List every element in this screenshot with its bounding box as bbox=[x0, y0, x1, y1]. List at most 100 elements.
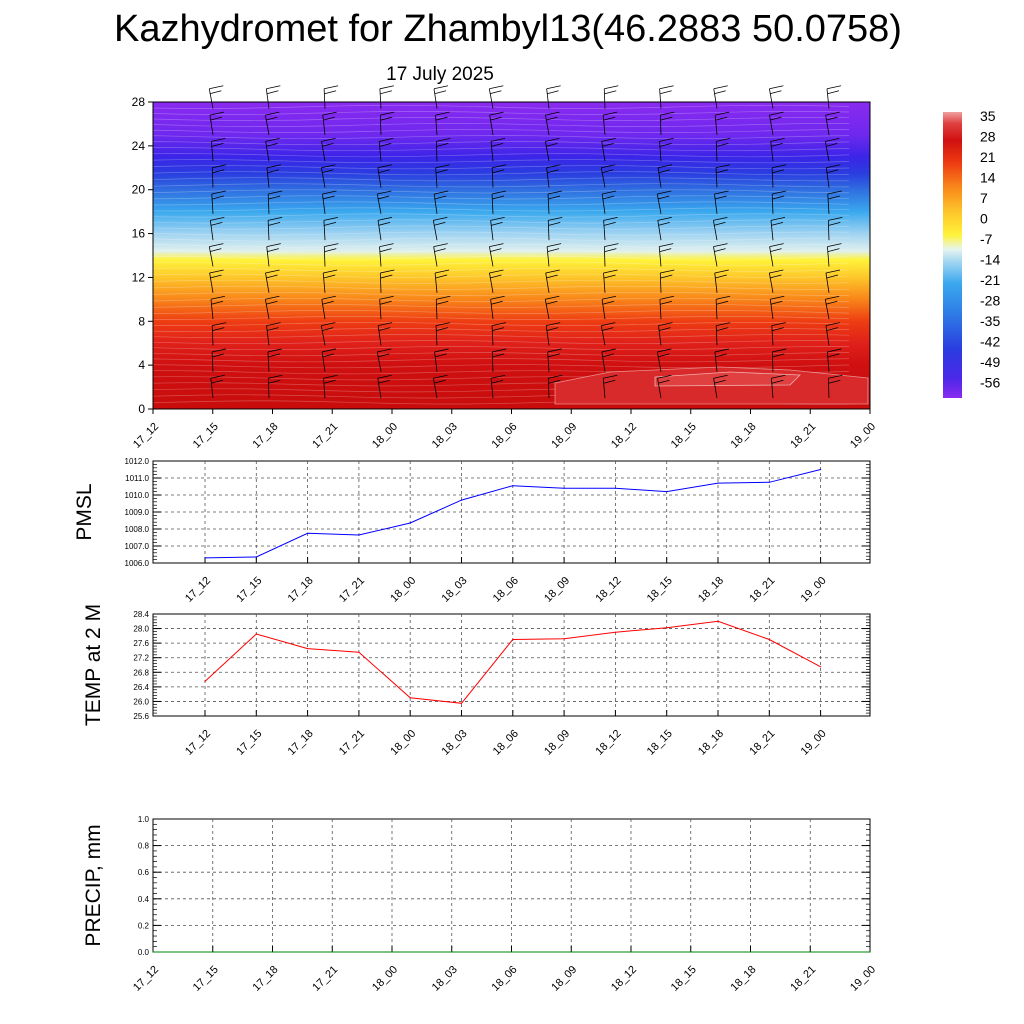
wind-barb bbox=[210, 138, 226, 162]
data-point bbox=[510, 951, 513, 953]
data-point bbox=[512, 638, 514, 641]
wind-barb-staff bbox=[547, 220, 550, 241]
data-point bbox=[717, 620, 719, 622]
wind-barb-feather bbox=[769, 116, 782, 121]
contour-line bbox=[152, 273, 850, 278]
wind-barb-feather bbox=[713, 248, 726, 253]
wind-barb-feather bbox=[321, 164, 336, 169]
wind-barb bbox=[491, 348, 507, 372]
wind-barb bbox=[659, 138, 674, 162]
wind-barb-staff bbox=[713, 246, 718, 267]
data-point bbox=[614, 631, 617, 633]
data-point bbox=[204, 557, 206, 559]
wind-barb-feather bbox=[323, 374, 338, 379]
wind-barb-feather bbox=[321, 169, 334, 174]
wind-barb-staff bbox=[378, 141, 382, 162]
wind-barb-staff bbox=[264, 299, 270, 320]
wind-barb-feather bbox=[435, 164, 450, 169]
wind-barb-staff bbox=[379, 88, 382, 109]
wind-barb bbox=[377, 322, 393, 346]
wind-barb-feather bbox=[265, 269, 280, 274]
wind-barb bbox=[715, 322, 731, 346]
wind-barb-staff bbox=[545, 272, 550, 293]
wind-barb-staff bbox=[601, 351, 606, 372]
y-tick-label: 28.0 bbox=[133, 625, 149, 634]
y-tick-label: 28.4 bbox=[133, 610, 149, 619]
wind-barb bbox=[603, 85, 619, 109]
wind-barb bbox=[488, 85, 504, 109]
wind-barb-staff bbox=[491, 351, 494, 372]
wind-barb-feather bbox=[548, 221, 561, 226]
y-tick-label: 16 bbox=[132, 227, 146, 241]
wind-barb-feather bbox=[603, 111, 618, 116]
wind-barb bbox=[771, 374, 786, 399]
wind-barb-feather bbox=[546, 164, 561, 169]
x-tick-label: 18_18 bbox=[729, 964, 759, 994]
wind-barb-feather bbox=[827, 248, 840, 253]
wind-barb bbox=[322, 190, 337, 214]
temperature-cross-section: 0 4 8 12 16 20 24 28 17_12 17_15 17_18 17_21 18_00 18… bbox=[131, 85, 878, 451]
wind-barb bbox=[601, 138, 616, 162]
wind-barb-staff bbox=[488, 88, 494, 109]
data-point bbox=[331, 951, 333, 953]
wind-barb-staff bbox=[547, 351, 550, 372]
wind-barb-feather bbox=[716, 327, 729, 331]
wind-barb-feather bbox=[489, 269, 504, 274]
wind-barb-feather bbox=[436, 138, 451, 142]
wind-barb-feather bbox=[716, 138, 731, 142]
x-tick-label: 18_09 bbox=[549, 421, 579, 451]
wind-barb bbox=[208, 243, 224, 267]
wind-barb-staff bbox=[827, 246, 830, 267]
wind-barb-feather bbox=[209, 269, 224, 274]
wind-barb-feather bbox=[435, 116, 448, 121]
contour-line bbox=[152, 352, 850, 357]
y-tick-label: 1010.0 bbox=[125, 491, 150, 500]
wind-barb-staff bbox=[211, 351, 214, 372]
y-tick-label: 1006.0 bbox=[125, 559, 150, 568]
y-tick-label: 1009.0 bbox=[125, 508, 150, 517]
wind-barb-feather bbox=[660, 111, 675, 116]
wind-barb-staff bbox=[323, 220, 326, 241]
wind-barb-feather bbox=[716, 169, 729, 174]
wind-barb bbox=[714, 348, 730, 372]
wind-barb-feather bbox=[603, 216, 618, 221]
contour-line bbox=[152, 358, 850, 363]
wind-barb-feather bbox=[603, 116, 616, 121]
wind-barb-feather bbox=[321, 322, 336, 326]
wind-barb-feather bbox=[378, 327, 391, 331]
wind-barb-feather bbox=[491, 143, 504, 147]
wind-barb bbox=[546, 243, 562, 267]
wind-barb-feather bbox=[209, 111, 225, 116]
wind-barb-feather bbox=[209, 248, 222, 253]
wind-barb-feather bbox=[323, 379, 336, 384]
wind-barb-feather bbox=[545, 116, 558, 121]
wind-barb bbox=[323, 243, 339, 267]
wind-barb-staff bbox=[267, 220, 270, 241]
x-tick-label: 18_06 bbox=[490, 964, 520, 994]
wind-barb-staff bbox=[267, 351, 270, 372]
wind-barb bbox=[490, 295, 505, 320]
wind-barb-feather bbox=[324, 248, 337, 253]
wind-barb bbox=[320, 322, 336, 346]
y-tick-label: 20 bbox=[132, 183, 146, 197]
wind-barb-feather bbox=[321, 138, 336, 142]
wind-barb-staff bbox=[827, 378, 830, 399]
wind-barb-feather bbox=[601, 169, 614, 174]
wind-barb bbox=[433, 243, 448, 267]
wind-barb-feather bbox=[548, 379, 561, 384]
wind-barb-feather bbox=[828, 221, 841, 226]
contour-line bbox=[152, 285, 850, 290]
wind-barb bbox=[266, 243, 281, 267]
colorbar-label: 14 bbox=[980, 170, 996, 186]
x-tick-label: 17_12 bbox=[131, 421, 161, 451]
wind-barb-feather bbox=[548, 216, 563, 221]
y-tick-label: 25.6 bbox=[133, 712, 149, 721]
wind-barb bbox=[208, 85, 224, 109]
wind-barb-feather bbox=[547, 348, 562, 353]
wind-barb-staff bbox=[435, 141, 438, 162]
wind-barb-feather bbox=[548, 374, 563, 379]
wind-barb bbox=[656, 348, 672, 372]
wind-barb-feather bbox=[827, 190, 842, 195]
wind-barb-feather bbox=[435, 269, 450, 274]
wind-barb-staff bbox=[602, 378, 606, 399]
